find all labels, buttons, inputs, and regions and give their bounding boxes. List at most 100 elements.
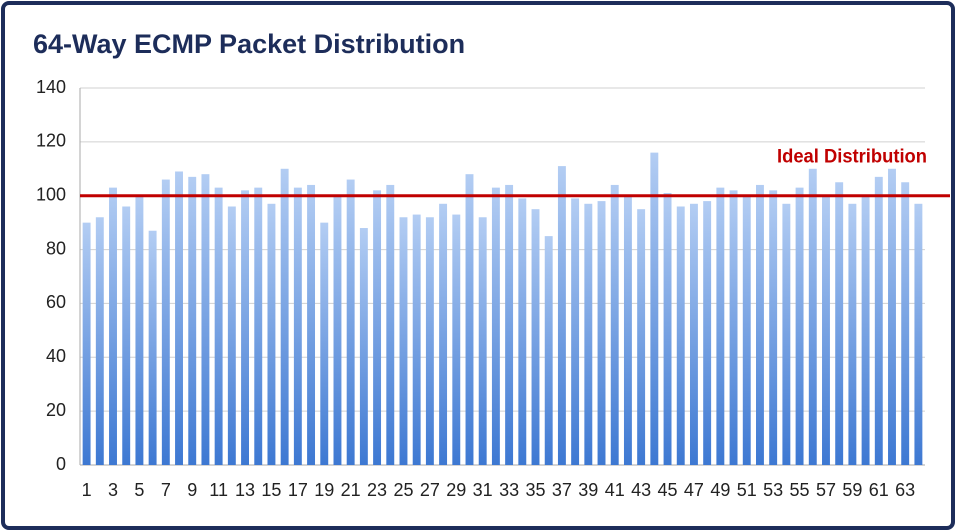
bar xyxy=(346,179,355,466)
bar xyxy=(161,179,170,466)
bar xyxy=(822,195,830,465)
bar xyxy=(241,190,249,466)
chart-title: 64-Way ECMP Packet Distribution xyxy=(33,29,465,59)
x-tick-label: 7 xyxy=(161,480,171,500)
x-tick-label: 29 xyxy=(446,480,466,500)
x-tick-label: 53 xyxy=(763,480,783,500)
bar xyxy=(756,184,764,465)
bar xyxy=(95,217,104,465)
x-tick-label: 39 xyxy=(578,480,598,500)
y-tick-label: 60 xyxy=(46,292,66,312)
bar xyxy=(214,187,223,465)
bar xyxy=(267,203,276,466)
bar xyxy=(769,190,778,466)
bar xyxy=(571,198,580,465)
x-tick-label: 35 xyxy=(525,480,545,500)
x-tick-label: 27 xyxy=(420,480,440,500)
bar xyxy=(188,176,197,465)
bar xyxy=(452,214,461,465)
x-tick-label: 47 xyxy=(684,480,704,500)
bar xyxy=(320,222,329,465)
x-tick-label: 33 xyxy=(499,480,519,500)
bar xyxy=(425,217,434,465)
bar xyxy=(109,187,117,465)
reference-label: Ideal Distribution xyxy=(777,147,927,168)
bar xyxy=(795,187,804,465)
bar xyxy=(518,198,527,465)
x-tick-label: 43 xyxy=(631,480,651,500)
x-tick-label: 51 xyxy=(737,480,757,500)
bar xyxy=(703,201,712,465)
x-tick-label: 41 xyxy=(605,480,625,500)
bar xyxy=(491,187,500,465)
x-tick-label: 49 xyxy=(710,480,730,500)
bar xyxy=(544,236,553,465)
bar xyxy=(848,203,857,466)
bar xyxy=(689,203,698,466)
bar xyxy=(478,217,487,465)
x-tick-label: 1 xyxy=(82,480,92,500)
y-tick-label: 80 xyxy=(46,238,66,258)
bar xyxy=(280,168,289,466)
bar xyxy=(293,187,302,465)
y-tick-label: 0 xyxy=(56,454,66,474)
bar xyxy=(914,203,923,466)
x-tick-label: 57 xyxy=(816,480,836,500)
bar xyxy=(465,174,474,465)
x-tick-label: 9 xyxy=(187,480,197,500)
x-tick-label: 3 xyxy=(108,480,118,500)
x-tick-label: 61 xyxy=(869,480,889,500)
x-tick-label: 19 xyxy=(314,480,334,500)
bar xyxy=(623,195,632,465)
bar xyxy=(742,195,751,465)
bar xyxy=(505,184,514,465)
x-tick-label: 15 xyxy=(261,480,281,500)
y-tick-label: 40 xyxy=(46,346,66,366)
x-tick-label: 25 xyxy=(393,480,413,500)
bar xyxy=(597,201,606,465)
x-tick-label: 59 xyxy=(842,480,862,500)
bar xyxy=(861,195,870,465)
bar xyxy=(412,214,421,465)
bar xyxy=(676,206,685,465)
x-tick-label: 55 xyxy=(790,480,810,500)
bar xyxy=(716,187,725,465)
bar xyxy=(663,193,672,465)
bar xyxy=(359,228,368,465)
y-tick-label: 120 xyxy=(36,131,66,151)
bar xyxy=(399,217,408,465)
y-tick-label: 140 xyxy=(36,77,66,97)
bar xyxy=(333,195,342,465)
bar xyxy=(373,190,382,466)
y-tick-label: 20 xyxy=(46,400,66,420)
y-tick-label: 100 xyxy=(36,184,66,204)
bar xyxy=(782,203,791,466)
bar xyxy=(901,182,910,465)
x-tick-label: 13 xyxy=(235,480,255,500)
x-tick-label: 45 xyxy=(658,480,678,500)
bar xyxy=(650,152,659,465)
bar xyxy=(175,171,183,465)
x-tick-label: 23 xyxy=(367,480,387,500)
x-tick-label: 63 xyxy=(895,480,915,500)
bar xyxy=(386,184,395,465)
x-tick-label: 5 xyxy=(134,480,144,500)
bar xyxy=(888,168,896,466)
bar xyxy=(201,174,210,465)
x-tick-label: 21 xyxy=(341,480,361,500)
bar xyxy=(227,206,236,465)
bar xyxy=(307,184,316,465)
x-tick-label: 11 xyxy=(209,480,228,500)
bar xyxy=(557,166,566,466)
bar xyxy=(122,206,131,465)
bar xyxy=(729,190,738,466)
bar xyxy=(637,209,646,465)
bar xyxy=(254,187,263,465)
bar xyxy=(874,176,883,465)
bar xyxy=(439,203,448,466)
x-tick-label: 37 xyxy=(552,480,572,500)
bar xyxy=(808,168,817,466)
bar xyxy=(835,182,844,465)
